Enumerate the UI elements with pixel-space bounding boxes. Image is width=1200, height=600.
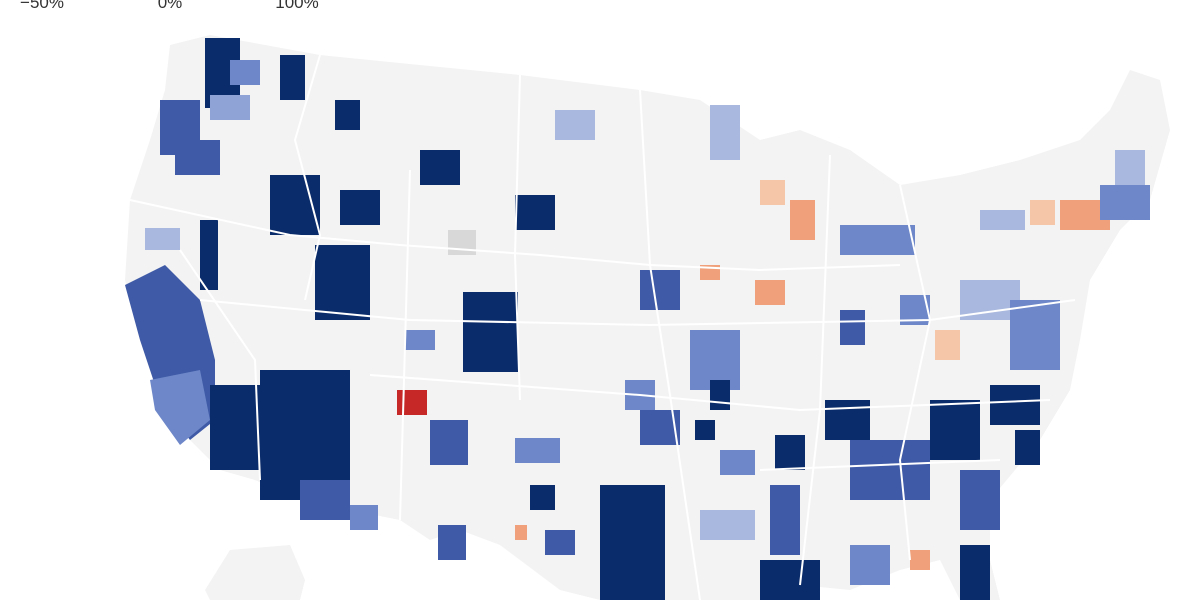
county — [430, 420, 468, 465]
county — [910, 550, 930, 570]
county — [555, 110, 595, 140]
county — [210, 95, 250, 120]
county — [405, 330, 435, 350]
county — [980, 210, 1025, 230]
county — [420, 150, 460, 185]
county — [150, 370, 210, 445]
county — [960, 545, 990, 600]
county — [260, 370, 350, 500]
county — [710, 380, 730, 410]
state-border — [759, 459, 1001, 471]
county — [775, 435, 805, 470]
county — [515, 438, 560, 463]
county — [530, 485, 555, 510]
county — [315, 245, 370, 320]
county — [720, 450, 755, 475]
county — [850, 440, 930, 500]
county — [755, 280, 785, 305]
county — [300, 480, 350, 520]
county — [825, 400, 870, 440]
county — [935, 330, 960, 360]
state-borders — [129, 54, 1076, 600]
legend-label: 100% — [275, 0, 318, 12]
legend: −50% 0% 100% — [20, 0, 319, 12]
county — [515, 195, 555, 230]
state-border — [513, 74, 521, 401]
county — [640, 270, 680, 310]
county — [545, 530, 575, 555]
county — [335, 100, 360, 130]
county — [1010, 300, 1060, 370]
county — [620, 500, 665, 535]
state-border — [199, 299, 1076, 327]
county — [990, 385, 1040, 425]
county — [840, 310, 865, 345]
county — [200, 220, 218, 290]
county — [230, 60, 260, 85]
county — [700, 510, 755, 540]
county — [463, 292, 518, 372]
state-border — [799, 154, 831, 586]
county — [448, 230, 476, 255]
legend-label: −50% — [20, 0, 64, 12]
county — [397, 390, 427, 415]
state-border — [179, 249, 261, 481]
county — [1015, 430, 1040, 465]
county — [760, 180, 785, 205]
state-border — [898, 184, 932, 561]
county — [930, 400, 980, 460]
island-shape — [205, 545, 305, 600]
legend-label: 0% — [158, 0, 183, 12]
county — [790, 200, 815, 240]
county — [1100, 185, 1150, 220]
county — [280, 55, 305, 100]
county — [695, 420, 715, 440]
county — [760, 560, 820, 600]
state-border — [639, 89, 701, 600]
county — [1030, 200, 1055, 225]
state-border — [399, 169, 411, 521]
county — [175, 140, 220, 175]
county — [515, 525, 527, 540]
county — [438, 525, 466, 560]
county — [1115, 150, 1145, 185]
county — [850, 545, 890, 585]
county — [340, 190, 380, 225]
county — [710, 105, 740, 160]
state-border — [369, 374, 1051, 412]
county — [840, 225, 915, 255]
state-border — [293, 54, 322, 301]
county — [145, 228, 180, 250]
county — [350, 505, 378, 530]
county — [770, 485, 800, 555]
county — [960, 470, 1000, 530]
state-border — [129, 199, 901, 272]
